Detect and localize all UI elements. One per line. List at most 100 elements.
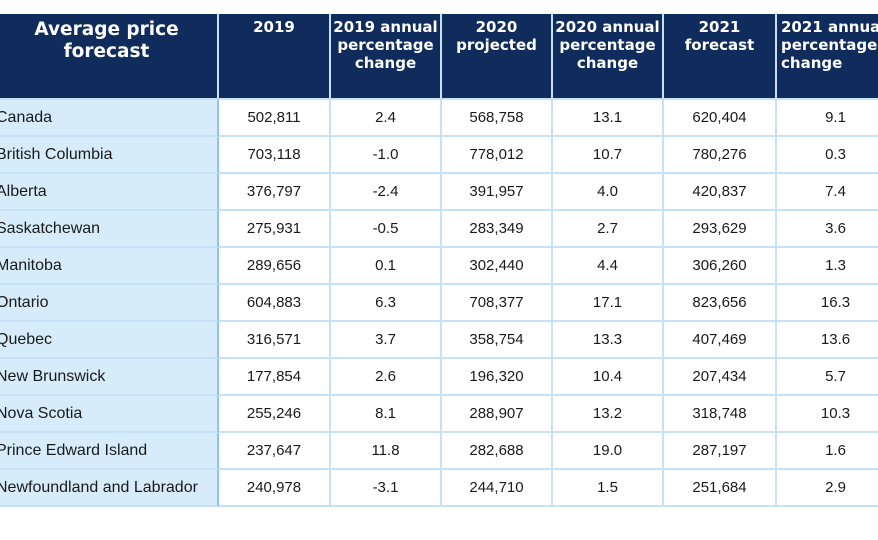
value-cell: 10.3 — [777, 396, 878, 433]
value-cell: 1.5 — [553, 470, 664, 507]
value-cell: 502,811 — [219, 98, 331, 137]
value-cell: 19.0 — [553, 433, 664, 470]
column-header-3: 2020 projected — [442, 14, 553, 98]
value-cell: 13.6 — [777, 322, 878, 359]
value-cell: 13.3 — [553, 322, 664, 359]
value-cell: 13.1 — [553, 98, 664, 137]
value-cell: -0.5 — [331, 211, 442, 248]
column-header-line: change — [781, 54, 843, 72]
value-cell: 255,246 — [219, 396, 331, 433]
column-header-1: 2019 — [219, 14, 331, 98]
table-row: Nova Scotia 255,246 8.1 288,907 13.2 318,748 1… — [0, 396, 878, 433]
value-cell: 10.4 — [553, 359, 664, 396]
column-header-5: 2021 forecast — [664, 14, 777, 98]
value-cell: 275,931 — [219, 211, 331, 248]
column-header-6: 2021 annual percentage change — [777, 14, 878, 98]
value-cell: 703,118 — [219, 137, 331, 174]
value-cell: 0.3 — [777, 137, 878, 174]
value-cell: 1.6 — [777, 433, 878, 470]
province-cell: Saskatchewan — [0, 211, 219, 248]
value-cell: 11.8 — [331, 433, 442, 470]
value-cell: 302,440 — [442, 248, 553, 285]
value-cell: 293,629 — [664, 211, 777, 248]
value-cell: 2.9 — [777, 470, 878, 507]
value-cell: 7.4 — [777, 174, 878, 211]
column-header-2: 2019 annual percentage change — [331, 14, 442, 98]
value-cell: 407,469 — [664, 322, 777, 359]
value-cell: 420,837 — [664, 174, 777, 211]
column-header-line: 2020 — [475, 18, 518, 36]
value-cell: 10.7 — [553, 137, 664, 174]
column-header-line: percentage — [559, 36, 656, 54]
province-cell: Newfoundland and Labrador — [0, 470, 219, 507]
province-cell: Manitoba — [0, 248, 219, 285]
value-cell: 6.3 — [331, 285, 442, 322]
value-cell: 1.3 — [777, 248, 878, 285]
column-header-4: 2020 annual percentage change — [553, 14, 664, 98]
column-header-line: change — [576, 54, 639, 72]
value-cell: 5.7 — [777, 359, 878, 396]
table-body: Canada 502,811 2.4 568,758 13.1 620,404 9.1 Bri… — [0, 98, 878, 507]
value-cell: 358,754 — [442, 322, 553, 359]
province-cell: Ontario — [0, 285, 219, 322]
value-cell: 708,377 — [442, 285, 553, 322]
table-row: Canada 502,811 2.4 568,758 13.1 620,404 9.1 — [0, 98, 878, 137]
value-cell: 3.7 — [331, 322, 442, 359]
table-row: Saskatchewan 275,931 -0.5 283,349 2.7 293,629… — [0, 211, 878, 248]
table-row: Prince Edward Island 237,647 11.8 282,688 19… — [0, 433, 878, 470]
column-header-line: Average price — [34, 19, 179, 40]
column-header-line: projected — [456, 36, 537, 54]
value-cell: 316,571 — [219, 322, 331, 359]
column-header-line: 2019 — [253, 18, 295, 36]
value-cell: 287,197 — [664, 433, 777, 470]
value-cell: 0.1 — [331, 248, 442, 285]
value-cell: -3.1 — [331, 470, 442, 507]
value-cell: 391,957 — [442, 174, 553, 211]
value-cell: 16.3 — [777, 285, 878, 322]
province-cell: Prince Edward Island — [0, 433, 219, 470]
column-header-line: 2021 — [698, 18, 741, 36]
value-cell: 9.1 — [777, 98, 878, 137]
value-cell: 823,656 — [664, 285, 777, 322]
table-header-row: Average price forecast 2019 2019 annual perc… — [0, 14, 878, 98]
value-cell: 604,883 — [219, 285, 331, 322]
column-header-line: 2019 annual — [333, 18, 438, 36]
table-row: British Columbia 703,118 -1.0 778,012 10.7 78… — [0, 137, 878, 174]
value-cell: 196,320 — [442, 359, 553, 396]
column-header-line: percentage — [781, 36, 878, 54]
value-cell: 780,276 — [664, 137, 777, 174]
value-cell: 8.1 — [331, 396, 442, 433]
value-cell: 306,260 — [664, 248, 777, 285]
value-cell: 376,797 — [219, 174, 331, 211]
column-header-0: Average price forecast — [0, 14, 219, 98]
value-cell: 2.6 — [331, 359, 442, 396]
value-cell: 244,710 — [442, 470, 553, 507]
province-cell: Canada — [0, 98, 219, 137]
province-cell: British Columbia — [0, 137, 219, 174]
table-row: Newfoundland and Labrador 240,978 -3.1 244,… — [0, 470, 878, 507]
value-cell: 4.0 — [553, 174, 664, 211]
value-cell: 620,404 — [664, 98, 777, 137]
column-header-line: percentage — [337, 36, 434, 54]
value-cell: 207,434 — [664, 359, 777, 396]
table-row: Ontario 604,883 6.3 708,377 17.1 823,656 16.3 — [0, 285, 878, 322]
value-cell: 288,907 — [442, 396, 553, 433]
column-header-line: 2020 annual — [555, 18, 660, 36]
table-row: Alberta 376,797 -2.4 391,957 4.0 420,837 7.4 — [0, 174, 878, 211]
value-cell: 251,684 — [664, 470, 777, 507]
value-cell: 13.2 — [553, 396, 664, 433]
price-forecast-table-container: Average price forecast 2019 2019 annual perc… — [0, 14, 878, 507]
value-cell: 778,012 — [442, 137, 553, 174]
column-header-line: forecast — [684, 36, 755, 54]
value-cell: 237,647 — [219, 433, 331, 470]
value-cell: -1.0 — [331, 137, 442, 174]
value-cell: 2.4 — [331, 98, 442, 137]
value-cell: 4.4 — [553, 248, 664, 285]
province-cell: Alberta — [0, 174, 219, 211]
value-cell: 282,688 — [442, 433, 553, 470]
column-header-line: 2021 annual — [781, 18, 878, 36]
column-header-line: change — [354, 54, 417, 72]
value-cell: 289,656 — [219, 248, 331, 285]
province-cell: Nova Scotia — [0, 396, 219, 433]
value-cell: 283,349 — [442, 211, 553, 248]
